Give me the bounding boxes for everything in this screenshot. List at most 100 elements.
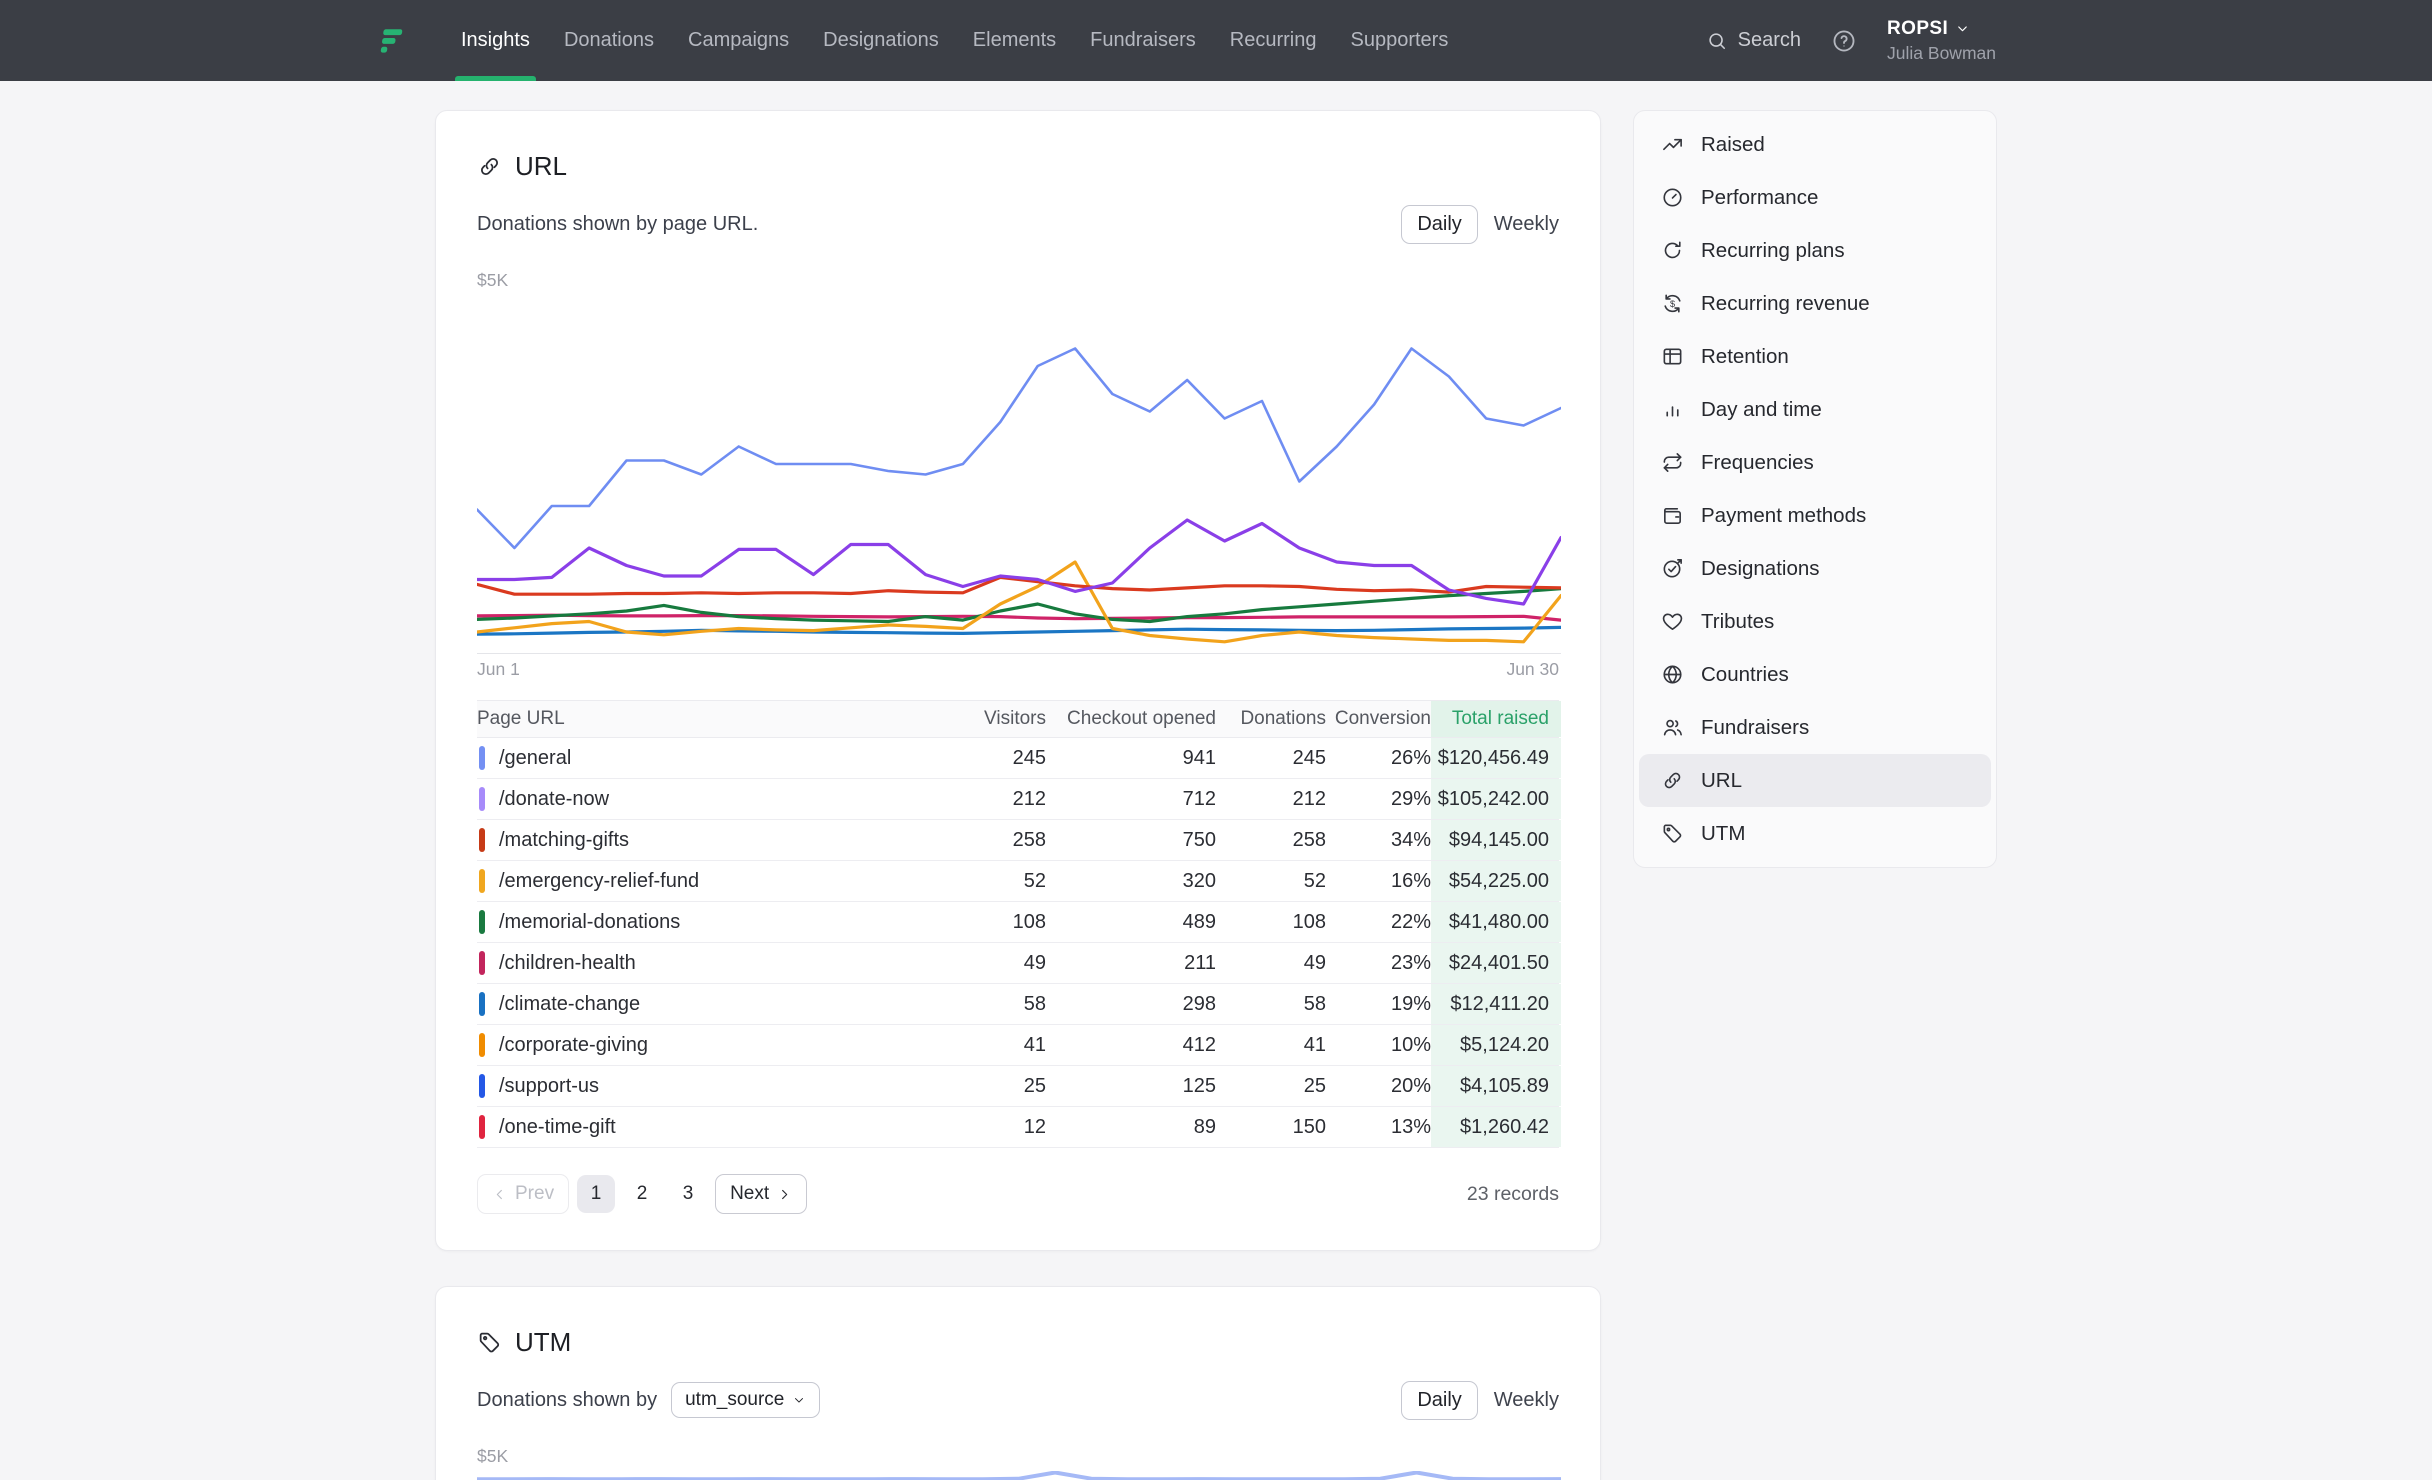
table-row[interactable]: /support-us 25 125 25 20% $4,105.89	[477, 1066, 1561, 1107]
table-row[interactable]: /children-health 49 211 49 23% $24,401.50	[477, 943, 1561, 984]
table-row[interactable]: /general 245 941 245 26% $120,456.49	[477, 738, 1561, 779]
users-icon	[1663, 719, 1682, 736]
next-page-button[interactable]: Next	[715, 1174, 808, 1214]
series-color-chip	[479, 787, 485, 811]
sidebar-item-day-and-time[interactable]: Day and time	[1639, 383, 1991, 436]
nav-item-insights[interactable]: Insights	[444, 0, 547, 81]
globe-icon	[1663, 665, 1682, 684]
checkout-opened-cell: 941	[1182, 746, 1216, 769]
series-color-chip	[479, 1033, 485, 1057]
sidebar-item-raised[interactable]: Raised	[1639, 118, 1991, 171]
conversion-cell: 26%	[1390, 746, 1431, 769]
card-title: URL	[515, 151, 568, 181]
sidebar-item-label: Recurring revenue	[1701, 291, 1870, 315]
tag-icon	[1661, 822, 1684, 845]
page-url-cell: /support-us	[477, 1066, 926, 1106]
bar-chart-icon	[1666, 406, 1679, 417]
fundraise-up-logo[interactable]	[376, 26, 406, 56]
checkout-opened-cell: 412	[1182, 1033, 1216, 1056]
page-url: /donate-now	[499, 787, 610, 810]
insights-sidebar: Raised Performance Recurring plans $ Recurri…	[1633, 110, 1997, 868]
card-subtitle: Donations shown by	[477, 1388, 658, 1411]
sidebar-item-recurring-revenue[interactable]: $ Recurring revenue	[1639, 277, 1991, 330]
help-button[interactable]	[1831, 28, 1857, 54]
x-axis-end-label: Jun 30	[1506, 659, 1559, 679]
utm-parameter-dropdown[interactable]: utm_source	[671, 1382, 821, 1418]
daily-toggle-button[interactable]: Daily	[1401, 1380, 1478, 1420]
user-name: Julia Bowman	[1887, 42, 1996, 63]
heart-icon	[1661, 610, 1684, 633]
sidebar-item-retention[interactable]: Retention	[1639, 330, 1991, 383]
table-row[interactable]: /matching-gifts 258 750 258 34% $94,145.00	[477, 820, 1561, 861]
sidebar-item-frequencies[interactable]: Frequencies	[1639, 436, 1991, 489]
search-button[interactable]: Search	[1706, 29, 1801, 52]
chevron-down-icon	[1958, 26, 1967, 32]
series-color-chip	[479, 1115, 485, 1139]
series-color-chip	[479, 1074, 485, 1098]
nav-item-donations[interactable]: Donations	[563, 29, 654, 51]
page-number-2[interactable]: 2	[636, 1183, 648, 1204]
sidebar-item-performance[interactable]: Performance	[1639, 171, 1991, 224]
page-url: /matching-gifts	[499, 828, 630, 851]
visitors-cell: 245	[1012, 746, 1046, 769]
donations-cell: 108	[1292, 910, 1326, 933]
card-subtitle: Donations shown by page URL.	[477, 212, 759, 235]
sidebar-item-recurring-plans[interactable]: Recurring plans	[1639, 224, 1991, 277]
donations-cell: 49	[1303, 951, 1326, 974]
table-row[interactable]: /emergency-relief-fund 52 320 52 16% $54,225.…	[477, 861, 1561, 902]
sidebar-item-utm[interactable]: UTM	[1639, 807, 1991, 860]
repeat-icon	[1663, 453, 1682, 472]
account-menu[interactable]: ROPSI Julia Bowman	[1887, 18, 1996, 64]
retention-grid-icon	[1663, 348, 1682, 365]
table-row[interactable]: /one-time-gift 12 89 150 13% $1,260.42	[477, 1107, 1561, 1148]
table-row[interactable]: /donate-now 212 712 212 29% $105,242.00	[477, 779, 1561, 820]
table-header-row: Page URL Visitors Checkout opened Donations…	[477, 700, 1561, 738]
sidebar-item-label: Countries	[1701, 662, 1789, 686]
sidebar-item-label: Day and time	[1701, 397, 1822, 421]
tag-icon	[477, 1330, 502, 1355]
wallet-icon	[1661, 504, 1684, 527]
page-number-1[interactable]: 1	[577, 1175, 616, 1213]
sidebar-item-tributes[interactable]: Tributes	[1639, 595, 1991, 648]
table-row[interactable]: /memorial-donations 108 489 108 22% $41,480.0…	[477, 902, 1561, 943]
total-raised-cell: $94,145.00	[1431, 820, 1561, 860]
sidebar-item-label: Tributes	[1701, 609, 1775, 633]
column-header: Visitors	[984, 708, 1046, 729]
total-raised-cell: $24,401.50	[1431, 943, 1561, 983]
total-raised-cell: $105,242.00	[1431, 779, 1561, 819]
checkout-opened-cell: 489	[1182, 910, 1216, 933]
sidebar-item-label: Retention	[1701, 344, 1789, 368]
conversion-cell: 34%	[1390, 828, 1431, 851]
donations-cell: 245	[1292, 746, 1326, 769]
nav-item-elements[interactable]: Elements	[972, 29, 1057, 51]
weekly-toggle-button[interactable]: Weekly	[1493, 212, 1559, 235]
checkout-opened-cell: 125	[1182, 1074, 1216, 1097]
visitors-cell: 12	[1023, 1115, 1046, 1138]
weekly-toggle-button[interactable]: Weekly	[1493, 1388, 1559, 1411]
total-raised-cell: $41,480.00	[1431, 902, 1561, 942]
page-number-3[interactable]: 3	[682, 1183, 694, 1204]
sidebar-item-countries[interactable]: Countries	[1639, 648, 1991, 701]
conversion-cell: 13%	[1390, 1115, 1431, 1138]
sidebar-item-payment-methods[interactable]: Payment methods	[1639, 489, 1991, 542]
nav-item-fundraisers[interactable]: Fundraisers	[1090, 29, 1196, 51]
table-row[interactable]: /climate-change 58 298 58 19% $12,411.20	[477, 984, 1561, 1025]
repeat-icon	[1661, 451, 1684, 474]
total-raised-cell: $54,225.00	[1431, 861, 1561, 901]
nav-item-designations[interactable]: Designations	[823, 29, 939, 51]
interval-toggle: Daily Weekly	[1401, 1380, 1559, 1420]
sidebar-item-fundraisers[interactable]: Fundraisers	[1639, 701, 1991, 754]
y-axis-label: $5K	[477, 1446, 509, 1466]
daily-toggle-button[interactable]: Daily	[1401, 204, 1478, 244]
sidebar-item-designations[interactable]: Designations	[1639, 542, 1991, 595]
table-row[interactable]: /corporate-giving 41 412 41 10% $5,124.20	[477, 1025, 1561, 1066]
nav-item-supporters[interactable]: Supporters	[1350, 29, 1449, 51]
sidebar-item-url[interactable]: URL	[1639, 754, 1991, 807]
prev-page-button[interactable]: Prev	[477, 1174, 570, 1214]
conversion-cell: 23%	[1390, 951, 1431, 974]
sidebar-item-label: UTM	[1701, 821, 1746, 845]
visitors-cell: 212	[1012, 787, 1046, 810]
nav-item-campaigns[interactable]: Campaigns	[688, 29, 790, 51]
nav-item-recurring[interactable]: Recurring	[1229, 29, 1317, 51]
link-icon	[1664, 772, 1681, 789]
